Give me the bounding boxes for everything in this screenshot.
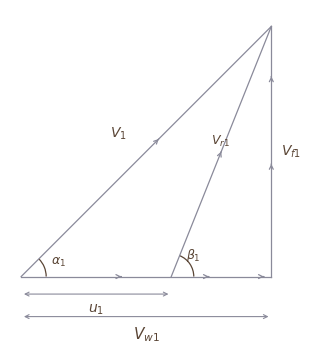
Text: $V_1$: $V_1$ xyxy=(110,126,127,142)
Text: $u_1$: $u_1$ xyxy=(88,303,104,317)
Text: $\alpha_1$: $\alpha_1$ xyxy=(51,256,66,269)
Text: $V_{w1}$: $V_{w1}$ xyxy=(133,325,160,344)
Text: $\beta_1$: $\beta_1$ xyxy=(186,247,201,264)
Text: $V_{f1}$: $V_{f1}$ xyxy=(281,143,302,160)
Text: $V_{r1}$: $V_{r1}$ xyxy=(211,134,230,149)
